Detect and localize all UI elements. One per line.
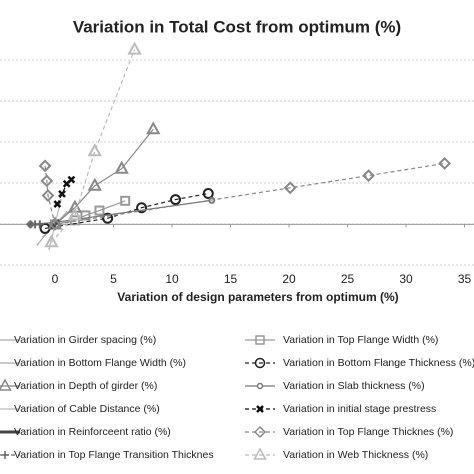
- marker: [1, 451, 9, 459]
- x-tick-label: 30: [399, 272, 413, 286]
- marker: [253, 425, 267, 439]
- series-line: [51, 49, 136, 243]
- series-line: [54, 200, 126, 225]
- marker: [87, 177, 102, 191]
- marker: [44, 234, 59, 248]
- legend-label: Variation in Depth of girder (%): [14, 380, 157, 392]
- legend-label: Variation in Top Flange Width (%): [283, 334, 438, 346]
- point: [48, 247, 51, 250]
- legend-label: Variation in initial stage prestress: [283, 403, 436, 415]
- point: [65, 211, 68, 214]
- marker: [48, 217, 62, 231]
- x-tick-label: 35: [458, 272, 472, 286]
- marker: [362, 169, 375, 183]
- marker: [114, 160, 129, 174]
- legend-label: Variation in Top Flange Thicknes (%): [283, 426, 453, 438]
- marker: [80, 210, 91, 221]
- marker: [38, 159, 52, 173]
- marker: [136, 202, 148, 214]
- marker: [67, 207, 83, 221]
- point: [59, 198, 62, 201]
- x-tick-label: 15: [224, 272, 238, 286]
- legend-label: Variation in Girder spacing (%): [14, 334, 156, 346]
- marker: [53, 200, 62, 208]
- legend-label: Variation in Reinforceent ratio (%): [14, 426, 171, 438]
- marker: [94, 205, 105, 216]
- marker: [253, 447, 267, 460]
- marker: [67, 175, 76, 184]
- series-line: [54, 128, 154, 225]
- x-tick-label: 0: [52, 272, 59, 286]
- marker: [283, 181, 297, 195]
- x-tick-label: 10: [165, 272, 179, 286]
- marker: [87, 143, 102, 157]
- marker: [41, 189, 55, 202]
- series-line: [44, 162, 445, 226]
- legend-label: Variation in Slab thickness (%): [283, 380, 425, 392]
- point: [50, 227, 53, 230]
- legend-label: Variation in Bottom Flange Width (%): [14, 357, 186, 369]
- marker: [102, 212, 114, 224]
- marker: [127, 41, 142, 55]
- chart-title: Variation in Total Cost from optimum (%): [73, 17, 401, 36]
- legend-label: Variation of Cable Distance (%): [14, 403, 160, 415]
- legend-label: Variation in Bottom Flange Thickness (%): [283, 357, 474, 369]
- marker: [255, 335, 265, 345]
- marker: [170, 194, 182, 206]
- marker: [202, 187, 214, 199]
- x-tick-label: 25: [341, 272, 355, 286]
- marker: [40, 174, 54, 188]
- x-tick-label: 5: [110, 272, 117, 286]
- legend-label: Variation in Top Flange Transition Thick…: [14, 449, 214, 461]
- marker: [35, 220, 44, 229]
- marker: [256, 405, 264, 413]
- x-axis-label: Variation of design parameters from opti…: [117, 290, 398, 304]
- series-line: [44, 192, 209, 230]
- marker: [0, 378, 12, 391]
- marker: [254, 357, 266, 369]
- legend-label: Variation in Web Thickness (%): [283, 449, 428, 461]
- marker: [120, 195, 131, 206]
- point: [42, 235, 45, 238]
- series-line: [56, 179, 72, 205]
- marker: [256, 382, 264, 390]
- point: [36, 243, 39, 246]
- marker: [58, 190, 66, 198]
- point: [57, 219, 60, 222]
- x-tick-label: 20: [282, 272, 296, 286]
- marker: [146, 121, 161, 135]
- marker: [438, 157, 452, 170]
